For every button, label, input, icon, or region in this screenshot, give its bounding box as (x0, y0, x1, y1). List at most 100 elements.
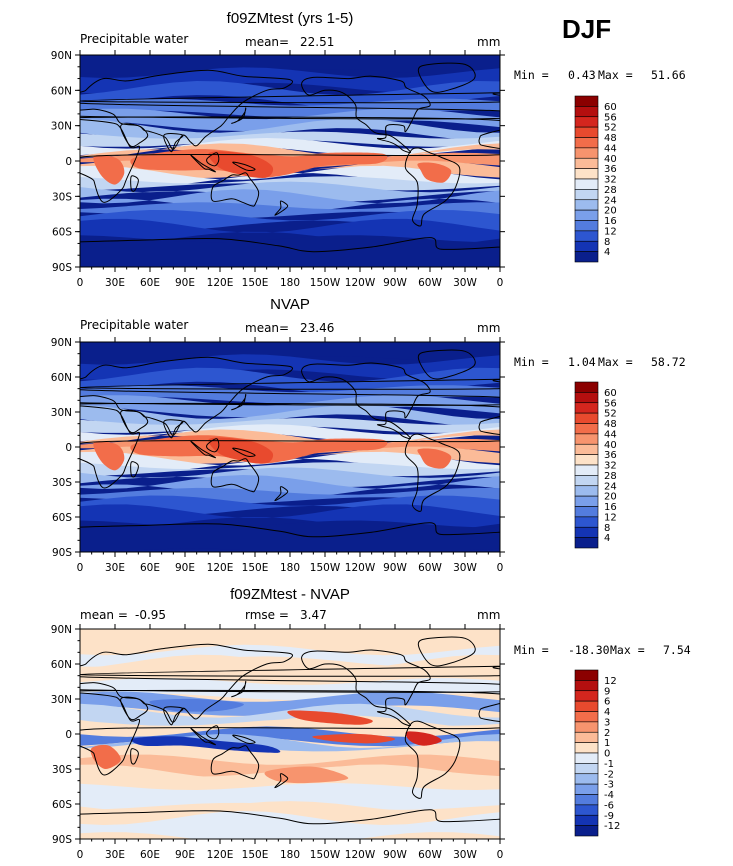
contour-band (80, 424, 500, 442)
coastline-australia (210, 458, 260, 493)
lon-label: 150W (310, 562, 341, 574)
panel-3-mean-label: mean = (80, 608, 128, 622)
coastline-india_tip (163, 706, 184, 726)
coastline-africa (80, 402, 500, 489)
lon-label: 150W (310, 849, 341, 861)
lon-label: 60E (140, 277, 160, 289)
coastline-madagascar (130, 175, 139, 192)
coastline-uk (80, 92, 500, 104)
contour-band (80, 475, 500, 499)
lon-label: 120E (207, 849, 234, 861)
colorbar-label: 60 (604, 102, 617, 113)
coastline-namerica (301, 362, 431, 440)
panel-2-max-value: 58.72 (651, 355, 686, 369)
coastline-arabia (120, 409, 149, 434)
coastline-antarctica (80, 237, 500, 253)
colorbar-swatch (574, 773, 599, 785)
colorbar-label: 12 (604, 512, 617, 523)
coastline-namerica (301, 649, 431, 727)
panel-1-max-label: Max = (598, 68, 633, 82)
lon-label: 60W (418, 277, 442, 289)
colorbar-swatch (574, 220, 599, 232)
colorbar-label: 20 (604, 492, 617, 503)
lon-label: 0 (77, 277, 84, 289)
contour-band (80, 703, 500, 730)
panel-1-max-value: 51.66 (651, 68, 686, 82)
lon-label: 90W (383, 277, 407, 289)
coastline-newzealand (274, 200, 289, 216)
colorbar-swatch (574, 700, 599, 712)
colorbar-swatch (574, 443, 599, 455)
lat-label: 0 (65, 442, 72, 454)
coastline-greenland (417, 62, 476, 93)
colorbar-swatch (574, 814, 599, 826)
colorbar-swatch (574, 230, 599, 242)
lon-label: 120W (345, 562, 376, 574)
lat-label: 0 (65, 156, 72, 168)
coastline-arabia (120, 123, 149, 148)
colorbar-label: 16 (604, 216, 617, 227)
colorbar-swatch (574, 731, 599, 743)
lon-label: 120E (207, 562, 234, 574)
contour-band (80, 644, 500, 667)
panel-2-units: mm (477, 321, 501, 335)
lat-label: 60S (52, 799, 72, 811)
colorbar-swatch (574, 240, 599, 252)
colorbar-label: 52 (604, 123, 617, 134)
colorbar-label: 0 (604, 749, 610, 760)
contour-band (80, 138, 500, 156)
lon-label: 120E (207, 277, 234, 289)
colorbar-swatch (574, 485, 599, 497)
lat-label: 30S (52, 764, 72, 776)
coastline-newguinea (232, 734, 256, 744)
colorbar-swatch (574, 454, 599, 466)
colorbar-swatch (574, 464, 599, 476)
lat-label: 90N (51, 337, 72, 349)
coastline-eurasia (80, 69, 500, 150)
panel-3-rmse-label: rmse = (245, 608, 289, 622)
contour-band (80, 467, 500, 488)
colorbar-swatch (574, 537, 599, 549)
coastline-greenland (417, 349, 476, 380)
coastline-africa (80, 116, 500, 203)
lat-label: 60S (52, 227, 72, 239)
colorbar-label: 24 (604, 195, 617, 206)
colorbar-label: 56 (604, 112, 617, 123)
colorbar-label: 16 (604, 502, 617, 513)
colorbar-swatch (574, 412, 599, 424)
panel-3-max-value: 7.54 (663, 643, 691, 657)
lon-label: 60E (140, 562, 160, 574)
lon-label: 30W (453, 277, 477, 289)
lon-label: 60W (418, 562, 442, 574)
colorbar-label: 56 (604, 398, 617, 409)
panel-2-min-label: Min = (514, 355, 549, 369)
colorbar-label: 12 (604, 226, 617, 237)
colorbar-swatch (574, 794, 599, 806)
coastline-newguinea (232, 161, 256, 172)
colorbar-label: 36 (604, 450, 617, 461)
lon-label: 30E (105, 849, 125, 861)
anomaly-contour (287, 710, 373, 725)
coastline-australia (210, 172, 260, 207)
panel-2-title: NVAP (270, 296, 310, 313)
warm-pool-contour (208, 151, 274, 178)
colorbar-swatch (574, 126, 599, 138)
panel-3-max-label: Max = (610, 643, 645, 657)
colorbar-swatch (574, 189, 599, 201)
lon-label: 180 (280, 562, 300, 574)
contour-band (80, 395, 500, 418)
colorbar-label: 48 (604, 419, 617, 430)
contour-band (80, 718, 500, 736)
panel-3-rmse-value: 3.47 (300, 608, 327, 622)
panel-2-min-value: 1.04 (568, 355, 596, 369)
contour-band (80, 342, 500, 363)
coastline-indonesia1 (190, 440, 216, 459)
contour-band (80, 754, 500, 777)
coastline-samerica (404, 433, 461, 512)
colorbar-label: 28 (604, 471, 617, 482)
coastline-madagascar (130, 748, 139, 765)
colorbar-swatch (574, 690, 599, 702)
colorbar-label: 32 (604, 461, 617, 472)
contour-band (80, 55, 500, 77)
